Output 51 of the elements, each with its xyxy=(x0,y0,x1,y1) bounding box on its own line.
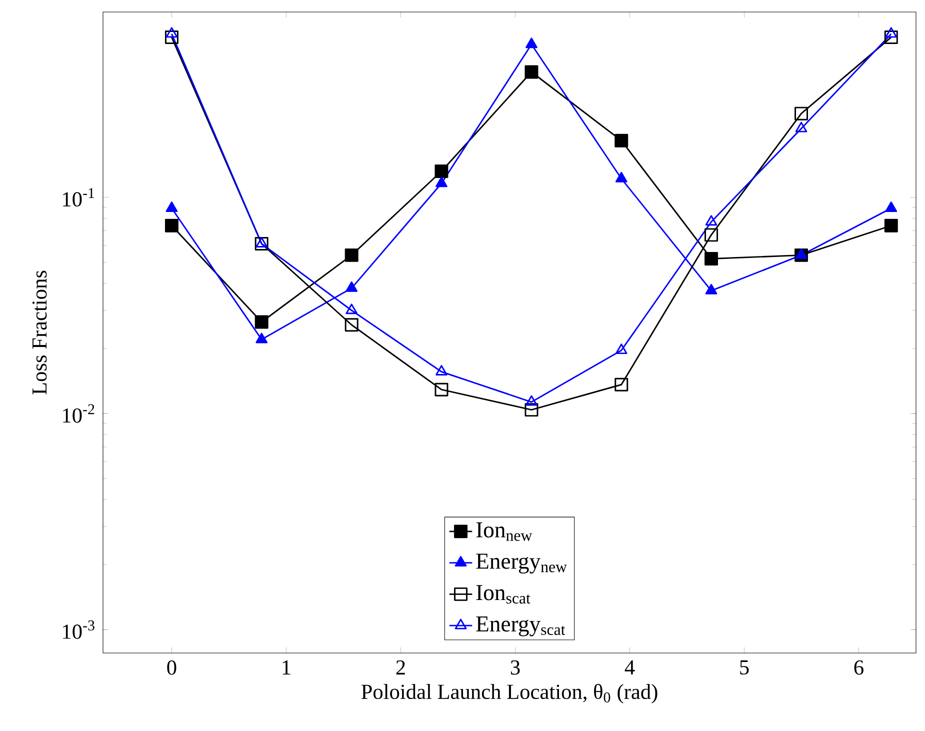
point xyxy=(614,378,628,392)
point xyxy=(614,134,628,148)
point xyxy=(346,304,358,314)
point xyxy=(166,202,178,212)
point xyxy=(164,30,178,44)
point xyxy=(885,202,898,212)
point xyxy=(526,38,538,48)
point xyxy=(526,395,538,406)
point xyxy=(704,252,718,266)
point xyxy=(256,332,268,344)
x-tick-label: 6 xyxy=(854,660,864,675)
point xyxy=(705,284,718,294)
y-axis-title: Loss Fractions xyxy=(32,270,47,394)
point xyxy=(436,176,448,188)
x-tick-label: 0 xyxy=(167,660,176,675)
point xyxy=(884,218,898,232)
point xyxy=(705,215,718,226)
x-tick-label: 1 xyxy=(282,660,290,674)
point xyxy=(166,27,178,38)
point xyxy=(344,248,358,262)
point xyxy=(254,315,268,329)
point xyxy=(346,281,358,292)
x-axis-title: Poloidal Launch Location, θ$_{0}$ (rad) xyxy=(361,684,658,704)
point xyxy=(795,122,808,132)
point xyxy=(254,237,268,250)
point xyxy=(524,65,538,79)
y-tick-label: 10$^{-2}$ xyxy=(63,404,94,423)
x-tick-label: 5 xyxy=(740,660,749,675)
point xyxy=(436,365,448,376)
legend-label: Energy$_{scat}$ xyxy=(476,616,566,636)
point xyxy=(884,30,898,44)
legend-label: Ion$_{new}$ xyxy=(476,522,532,541)
point xyxy=(795,248,808,259)
point xyxy=(256,237,268,248)
y-tick-label: 10$^{-3}$ xyxy=(63,620,94,639)
point xyxy=(794,106,808,120)
point xyxy=(164,218,178,232)
point xyxy=(434,382,448,396)
legend-label: Energy$_{new}$ xyxy=(476,554,567,574)
point xyxy=(434,164,448,178)
legend-label: Ion$_{scat}$ xyxy=(476,585,530,604)
point xyxy=(524,403,538,417)
point xyxy=(615,172,628,182)
x-tick-label: 4 xyxy=(624,660,635,674)
point xyxy=(344,318,358,332)
point xyxy=(885,27,898,38)
y-tick-label: 10$^{-1}$ xyxy=(63,188,94,207)
point xyxy=(704,228,718,242)
point xyxy=(615,344,628,354)
x-tick-label: 3 xyxy=(510,660,520,675)
x-tick-label: 2 xyxy=(396,660,405,674)
